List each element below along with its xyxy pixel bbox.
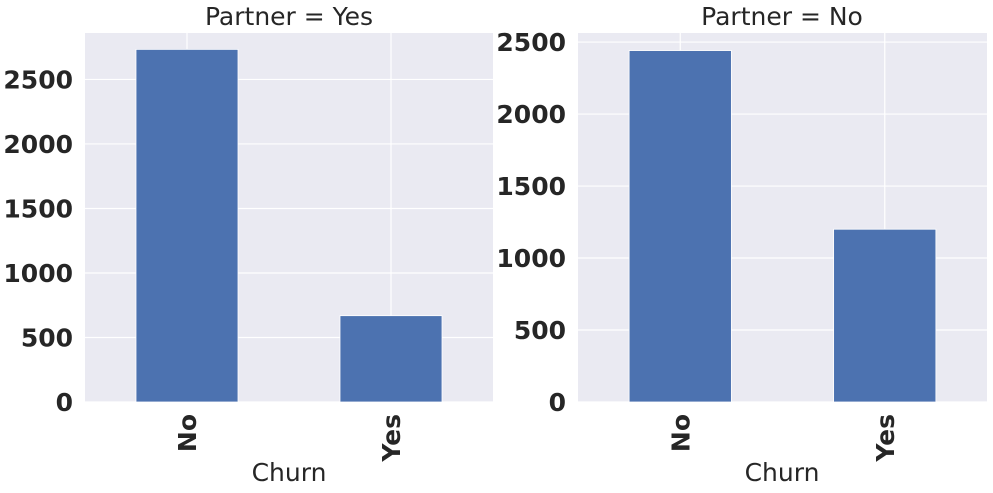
x-ticks-left: No Yes bbox=[173, 414, 406, 463]
y-tick-label: 500 bbox=[21, 323, 73, 352]
x-axis-label-left: Churn bbox=[252, 458, 327, 487]
bars-right bbox=[628, 50, 937, 403]
x-tick-label: No bbox=[666, 414, 695, 452]
y-tick-label: 500 bbox=[514, 316, 566, 345]
bars-left bbox=[135, 48, 443, 403]
bar-yes bbox=[339, 315, 443, 403]
y-tick-label: 0 bbox=[56, 388, 73, 417]
y-ticks-right: 0 500 1000 1500 2000 2500 bbox=[496, 28, 566, 417]
x-tick-label: Yes bbox=[377, 414, 406, 463]
y-tick-label: 1500 bbox=[496, 172, 566, 201]
x-axis-label-right: Churn bbox=[745, 458, 820, 487]
bar-no bbox=[135, 48, 239, 403]
subplot-title-left: Partner = Yes bbox=[205, 2, 373, 31]
y-tick-label: 2000 bbox=[3, 130, 73, 159]
y-tick-label: 1000 bbox=[496, 244, 566, 273]
y-tick-label: 0 bbox=[549, 388, 566, 417]
bar-yes bbox=[833, 228, 937, 403]
y-tick-label: 2500 bbox=[496, 28, 566, 57]
x-ticks-right: No Yes bbox=[666, 414, 900, 463]
x-tick-label: No bbox=[173, 414, 202, 452]
y-tick-label: 2000 bbox=[496, 100, 566, 129]
y-ticks-left: 0 500 1000 1500 2000 2500 bbox=[3, 65, 73, 417]
x-tick-label: Yes bbox=[871, 414, 900, 463]
subplot-title-right: Partner = No bbox=[701, 2, 863, 31]
y-tick-label: 2500 bbox=[3, 65, 73, 94]
y-tick-label: 1000 bbox=[3, 259, 73, 288]
y-tick-label: 1500 bbox=[3, 194, 73, 223]
bar-no bbox=[628, 50, 732, 403]
subplot-partner-yes: 0 500 1000 1500 2000 2500 No Yes Partner = Yes… bbox=[3, 2, 493, 487]
